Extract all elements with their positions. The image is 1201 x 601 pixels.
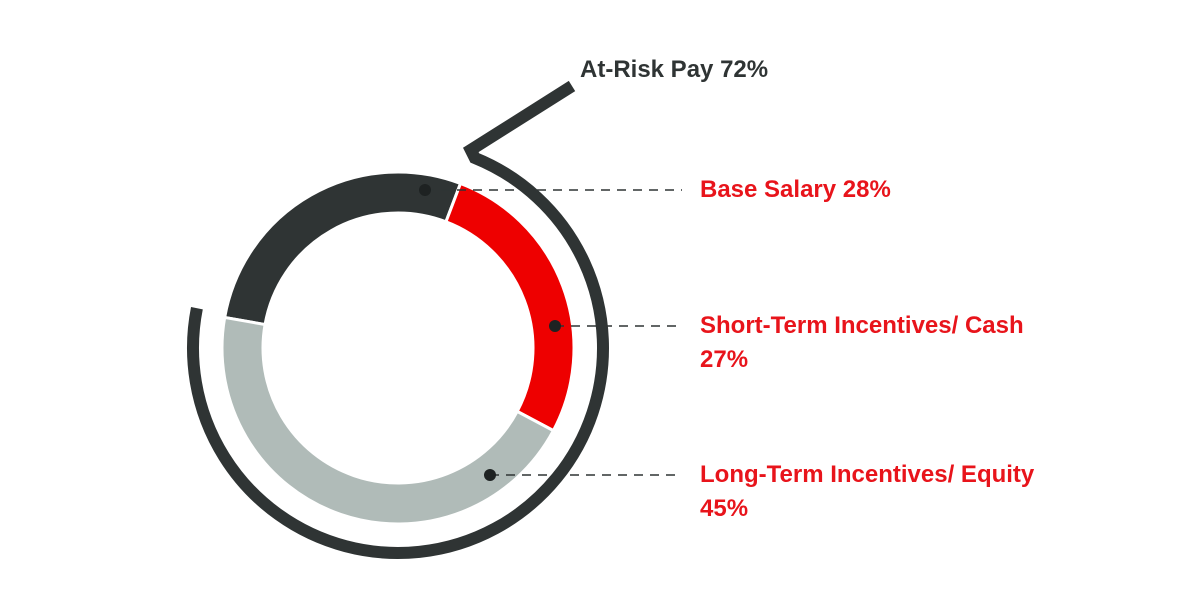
value-label: 45% bbox=[700, 495, 749, 522]
leader-dot bbox=[484, 469, 496, 481]
value-label: 28% bbox=[842, 176, 891, 203]
leader-dot bbox=[419, 184, 431, 196]
segment-label: Base Salary 28% bbox=[700, 173, 1035, 207]
segment-label: Short-Term Incentives/ Cash 27% bbox=[700, 309, 1035, 377]
annotation-text: At-Risk Pay bbox=[580, 56, 714, 83]
annotation-arc bbox=[187, 80, 609, 559]
donut-segment bbox=[220, 315, 556, 526]
leader-dot bbox=[549, 320, 561, 332]
category-label: Short-Term Incentives/ Cash bbox=[700, 312, 1024, 339]
category-label: Base Salary bbox=[700, 176, 837, 203]
annotation-value: 72% bbox=[720, 56, 769, 83]
category-label: Long-Term Incentives/ Equity bbox=[700, 461, 1035, 488]
value-label: 27% bbox=[700, 346, 749, 373]
annotation-label: At-Risk Pay 72% bbox=[580, 53, 980, 87]
segment-label: Long-Term Incentives/ Equity 45% bbox=[700, 458, 1035, 526]
